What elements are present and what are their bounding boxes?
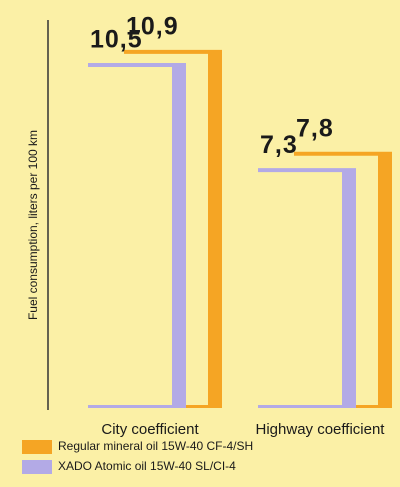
legend-swatch xyxy=(22,460,52,474)
legend-label: XADO Atomic oil 15W-40 SL/CI-4 xyxy=(58,459,236,473)
value-label: 10,9 xyxy=(126,12,179,40)
x-tick-label: Highway coefficient xyxy=(256,421,386,438)
bar xyxy=(88,63,186,408)
value-label: 7,3 xyxy=(260,131,298,159)
value-label: 10,5 xyxy=(90,26,143,54)
legend-label: Regular mineral oil 15W-40 CF-4/SH xyxy=(58,439,253,453)
bar xyxy=(294,151,392,408)
y-axis-label: Fuel consumption, liters per 100 km xyxy=(26,130,40,320)
bar xyxy=(124,49,222,408)
value-label: 7,8 xyxy=(296,114,334,142)
legend-swatch xyxy=(22,440,52,454)
x-tick-label: City coefficient xyxy=(101,421,199,438)
bar xyxy=(258,168,356,408)
